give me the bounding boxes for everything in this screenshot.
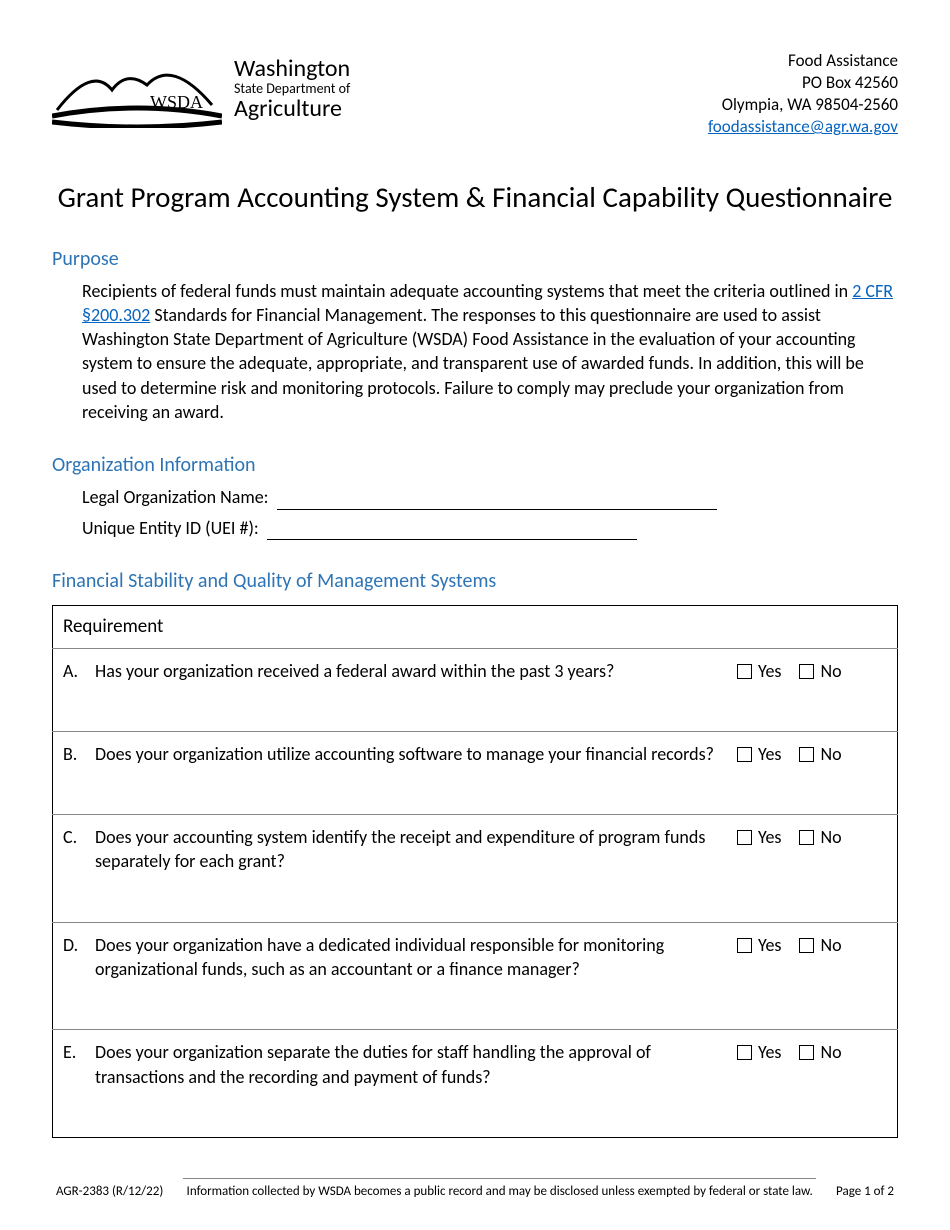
question-text: Does your organization utilize accountin… xyxy=(95,742,727,766)
checkbox-no[interactable] xyxy=(799,664,814,679)
page-number: Page 1 of 2 xyxy=(836,1183,894,1201)
no-option: No xyxy=(799,659,841,683)
question-letter: B. xyxy=(63,742,85,766)
address-dept: Food Assistance xyxy=(708,50,898,72)
table-header-requirement: Requirement xyxy=(53,605,898,648)
org-info-fields: Legal Organization Name: Unique Entity I… xyxy=(52,485,898,540)
page-footer: AGR-2383 (R/12/22) Information collected… xyxy=(52,1178,898,1201)
yes-option: Yes xyxy=(737,742,781,766)
checkbox-yes[interactable] xyxy=(737,938,752,953)
uei-label: Unique Entity ID (UEI #): xyxy=(82,516,263,540)
address-po: PO Box 42560 xyxy=(708,72,898,94)
requirements-tbody: A. Has your organization received a feder… xyxy=(53,648,898,1137)
yes-label: Yes xyxy=(758,934,781,956)
no-label: No xyxy=(820,934,841,956)
address-email-link[interactable]: foodassistance@agr.wa.gov xyxy=(708,116,898,137)
purpose-heading: Purpose xyxy=(52,246,898,273)
table-cell: C.Does your accounting system identify t… xyxy=(53,815,898,923)
table-cell: A. Has your organization received a feder… xyxy=(53,648,898,731)
question-letter: D. xyxy=(63,933,85,982)
legal-org-name-input[interactable] xyxy=(277,490,717,510)
yes-option: Yes xyxy=(737,1040,781,1064)
no-label: No xyxy=(820,743,841,765)
yes-option: Yes xyxy=(737,933,781,957)
checkbox-yes[interactable] xyxy=(737,747,752,762)
no-label: No xyxy=(820,1041,841,1063)
yes-option: Yes xyxy=(737,659,781,683)
question-text: Does your organization have a dedicated … xyxy=(95,933,727,982)
table-cell: B. Does your organization utilize account… xyxy=(53,731,898,814)
uei-field: Unique Entity ID (UEI #): xyxy=(82,516,898,540)
address-citystate: Olympia, WA 98504-2560 xyxy=(708,94,898,116)
agency-line1: Washington xyxy=(234,56,350,81)
agency-name: Washington State Department of Agricultu… xyxy=(234,56,350,121)
no-option: No xyxy=(799,1040,841,1064)
no-option: No xyxy=(799,825,841,849)
checkbox-yes[interactable] xyxy=(737,830,752,845)
purpose-paragraph: Recipients of federal funds must maintai… xyxy=(52,279,898,425)
purpose-text-post: Standards for Financial Management. The … xyxy=(82,304,864,423)
yes-no-group: Yes No xyxy=(737,825,887,874)
legal-org-name-field: Legal Organization Name: xyxy=(82,485,898,509)
logo-abbrev: WSDA xyxy=(150,92,203,112)
agency-line3: Agriculture xyxy=(234,96,350,121)
table-row: D.Does your organization have a dedicate… xyxy=(53,922,898,1030)
question-text: Does your organization separate the duti… xyxy=(95,1040,727,1089)
checkbox-no[interactable] xyxy=(799,830,814,845)
checkbox-no[interactable] xyxy=(799,1045,814,1060)
address-block: Food Assistance PO Box 42560 Olympia, WA… xyxy=(708,50,898,138)
yes-no-group: Yes No xyxy=(737,933,887,982)
no-label: No xyxy=(820,660,841,682)
table-row: A. Has your organization received a feder… xyxy=(53,648,898,731)
table-row: B. Does your organization utilize account… xyxy=(53,731,898,814)
question-letter: E. xyxy=(63,1040,85,1089)
table-row: C.Does your accounting system identify t… xyxy=(53,815,898,923)
form-id: AGR-2383 (R/12/22) xyxy=(56,1183,163,1201)
checkbox-yes[interactable] xyxy=(737,664,752,679)
purpose-text-pre: Recipients of federal funds must maintai… xyxy=(82,280,852,302)
no-option: No xyxy=(799,933,841,957)
wsda-logo-icon: WSDA xyxy=(52,50,222,128)
checkbox-no[interactable] xyxy=(799,938,814,953)
table-cell: D.Does your organization have a dedicate… xyxy=(53,922,898,1030)
org-info-heading: Organization Information xyxy=(52,452,898,479)
question-letter: A. xyxy=(63,659,85,683)
yes-no-group: Yes No xyxy=(737,659,887,683)
table-row: E.Does your organization separate the du… xyxy=(53,1030,898,1138)
no-label: No xyxy=(820,826,841,848)
header: WSDA Washington State Department of Agri… xyxy=(52,50,898,138)
yes-option: Yes xyxy=(737,825,781,849)
yes-label: Yes xyxy=(758,826,781,848)
yes-no-group: Yes No xyxy=(737,1040,887,1089)
document-title: Grant Program Accounting System & Financ… xyxy=(52,178,898,217)
yes-label: Yes xyxy=(758,1041,781,1063)
agency-logo-block: WSDA Washington State Department of Agri… xyxy=(52,50,350,128)
page-container: WSDA Washington State Department of Agri… xyxy=(0,0,950,1220)
table-cell: E.Does your organization separate the du… xyxy=(53,1030,898,1138)
question-text: Has your organization received a federal… xyxy=(95,659,727,683)
requirements-table: Requirement A. Has your organization rece… xyxy=(52,605,898,1138)
checkbox-no[interactable] xyxy=(799,747,814,762)
yes-label: Yes xyxy=(758,743,781,765)
legal-org-name-label: Legal Organization Name: xyxy=(82,485,273,509)
yes-label: Yes xyxy=(758,660,781,682)
yes-no-group: Yes No xyxy=(737,742,887,766)
no-option: No xyxy=(799,742,841,766)
financial-heading: Financial Stability and Quality of Manag… xyxy=(52,568,898,595)
question-letter: C. xyxy=(63,825,85,874)
question-text: Does your accounting system identify the… xyxy=(95,825,727,874)
footer-disclosure: Information collected by WSDA becomes a … xyxy=(183,1178,816,1201)
uei-input[interactable] xyxy=(267,520,637,540)
checkbox-yes[interactable] xyxy=(737,1045,752,1060)
